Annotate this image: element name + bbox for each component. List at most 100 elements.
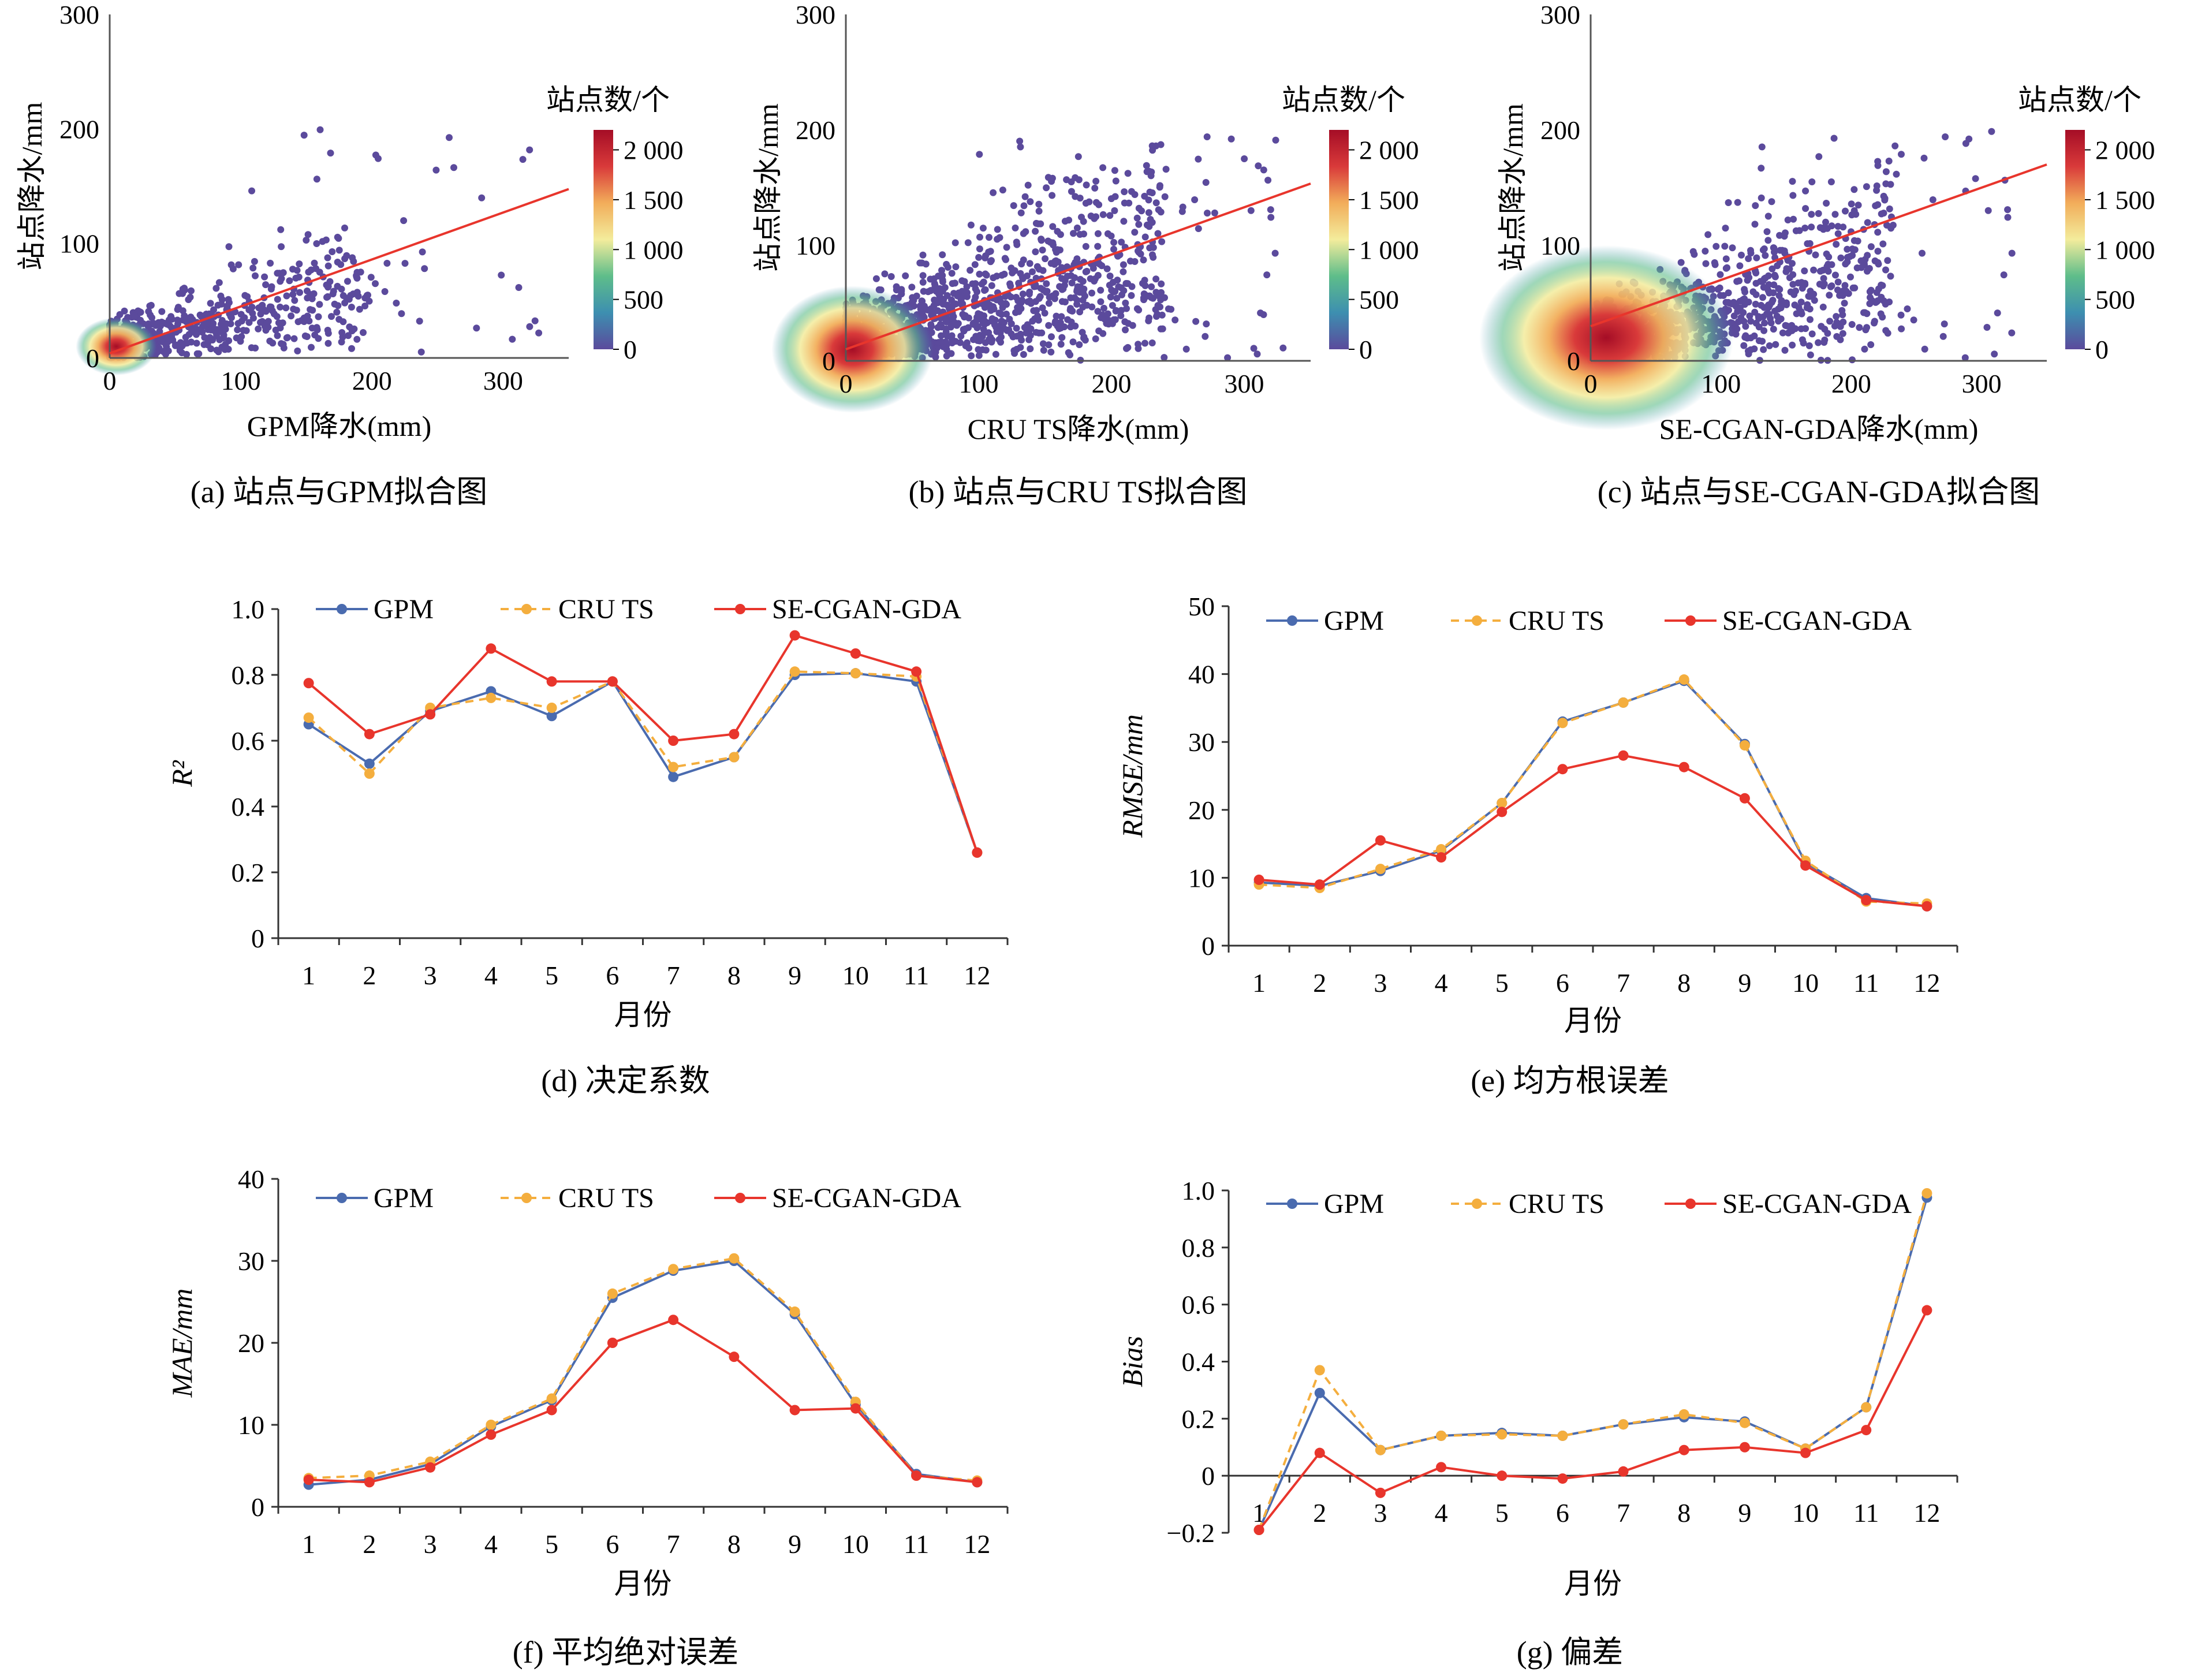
scatter-point [1887,272,1894,280]
scatter-point [1053,257,1059,264]
data-point [1739,740,1750,751]
scatter-point [920,303,928,310]
scatter-point [1118,307,1125,314]
scatter-point [1088,289,1095,297]
scatter-point [1074,283,1081,290]
scatter-point [1043,280,1050,288]
scatter-point [158,308,166,315]
scatter-point [1807,316,1814,323]
scatter-point [262,281,270,289]
scatter-point [932,353,939,361]
data-point [1618,1466,1629,1477]
scatter-point [980,319,988,327]
scatter-point [1721,242,1729,250]
scatter-panel-a: 00100100200200300300GPM降水(mm)站点降水/mm站点数/… [16,0,684,509]
scatter-point [535,329,543,337]
scatter-point [1008,320,1015,327]
scatter-point [313,176,320,183]
scatter-point [515,284,523,291]
scatter-point [957,339,964,346]
scatter-point [1067,294,1074,301]
scatter-point [1910,316,1917,324]
y-tick-label: 10 [238,1410,264,1440]
scatter-point [1152,199,1160,207]
scatter-point [1161,294,1168,301]
y-axis-label: R² [166,760,198,787]
scatter-point [215,348,222,356]
scatter-point [1145,167,1153,175]
colorbar-tick-label: 500 [1359,285,1399,315]
scatter-point [1853,264,1861,271]
scatter-point [1104,310,1111,318]
scatter-point [1760,346,1767,353]
scatter-point [1020,202,1028,210]
scatter-point [245,319,253,326]
scatter-point [289,266,296,273]
scatter-point [1764,212,1772,220]
scatter-point [1080,289,1087,297]
scatter-point [372,280,379,288]
x-tick-label: 200 [1831,369,1871,398]
scatter-point [245,306,253,313]
series-line [308,1259,977,1486]
scatter-point [288,312,295,320]
scatter-point [305,318,313,324]
y-tick-label: 0.2 [232,858,265,887]
scatter-point [1828,222,1835,230]
scatter-point [1040,346,1047,354]
scatter-point [1149,251,1156,259]
scatter-point [1032,227,1039,235]
scatter-point [1148,283,1155,290]
scatter-point [1752,300,1759,308]
scatter-point [1867,286,1875,294]
scatter-point [1015,279,1023,287]
data-point [1436,852,1447,863]
series-line [1259,754,1927,908]
scatter-point [1734,199,1741,206]
scatter-point [1057,231,1064,238]
scatter-point [322,236,330,244]
series-line [308,1257,977,1482]
scatter-point [1702,260,1710,267]
x-tick-label: 300 [1225,369,1264,398]
scatter-point [909,294,916,301]
scatter-point [948,296,955,304]
scatter-point [398,310,405,318]
colorbar [594,130,613,349]
scatter-point [1839,330,1846,337]
scatter-point [335,247,343,254]
scatter-point [1833,313,1840,320]
y-tick-label: 300 [1540,0,1580,29]
scatter-point [1076,341,1083,348]
scatter-point [1079,296,1087,304]
scatter-point [1037,285,1044,292]
scatter-point [1022,228,1029,236]
scatter-point [1026,260,1033,267]
scatter-point [225,296,232,303]
scatter-point [1768,265,1776,272]
scatter-point [1873,289,1880,296]
scatter-point [1012,224,1019,232]
scatter-point [1983,324,1991,331]
scatter-point [1131,191,1139,198]
scatter-point [1167,305,1175,313]
scatter-point [210,306,217,313]
y-tick-label: 300 [59,0,99,29]
x-tick-label: 2 [1313,968,1326,998]
y-tick-label: 20 [238,1328,264,1358]
scatter-point [1856,324,1863,331]
scatter-point [367,274,375,281]
scatter-point [1091,215,1098,222]
scatter-point [509,335,516,343]
y-tick-label: −0.2 [1167,1518,1215,1548]
panel-caption: (f) 平均绝对误差 [513,1635,738,1670]
x-tick-label: 12 [1913,968,1940,998]
x-tick-label: 7 [667,1529,680,1559]
series-gpm [1253,1192,1932,1536]
scatter-point [1094,308,1102,315]
scatter-point [992,350,999,358]
scatter-point [1758,165,1765,172]
scatter-point [1158,238,1166,245]
